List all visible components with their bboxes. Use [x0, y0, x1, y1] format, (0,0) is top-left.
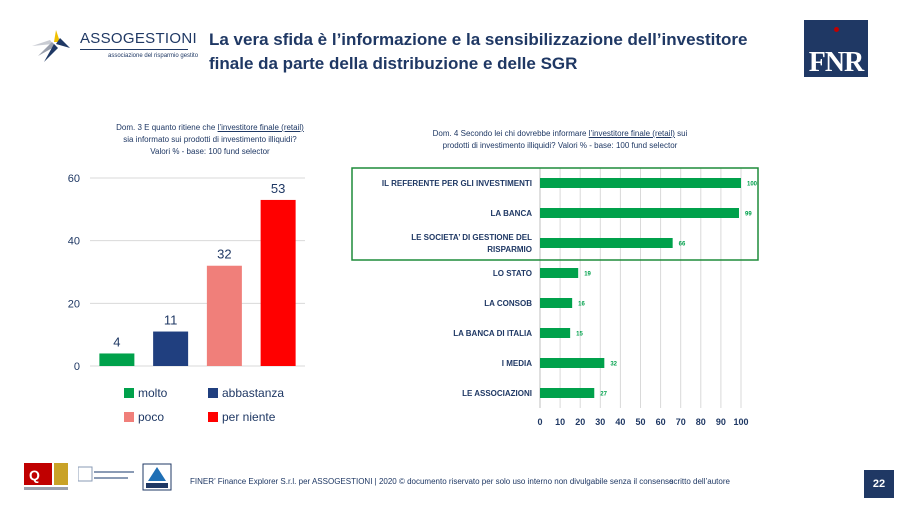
legend-swatch-poco	[124, 412, 134, 422]
assogestioni-logo-icon	[32, 30, 70, 62]
x-tick-label: 70	[676, 417, 686, 427]
certification-logo-icon	[142, 463, 172, 491]
data-label: 27	[600, 392, 607, 398]
x-tick-label: 40	[615, 417, 625, 427]
bar-per-niente	[260, 199, 296, 366]
category-label: LA BANCA	[491, 209, 533, 218]
hbar	[540, 208, 739, 218]
svg-text:Q: Q	[29, 467, 40, 483]
right-question: Dom. 4 Secondo lei chi dovrebbe informar…	[390, 128, 730, 152]
brand-name: ASSOGESTIONI	[80, 30, 197, 47]
data-label: 100	[747, 182, 758, 188]
brand-tagline: associazione del risparmio gestito	[108, 53, 199, 59]
y-tick-label: 20	[68, 298, 80, 310]
fnr-logo-text: FNR	[808, 47, 865, 78]
x-tick-label: 60	[656, 417, 666, 427]
y-tick-label: 60	[68, 173, 80, 185]
brand-divider	[80, 49, 188, 50]
legend-swatch-molto	[124, 388, 134, 398]
hbar	[540, 328, 571, 338]
category-label: RISPARMIO	[487, 245, 532, 254]
footer-text: FINER’ Finance Explorer S.r.l. per ASSOG…	[190, 477, 830, 486]
confindustria-logo-icon	[78, 466, 134, 482]
left-question: Dom. 3 E quanto ritiene che l’investitor…	[70, 122, 350, 158]
hbar	[540, 238, 673, 248]
right-question-line2: prodotti di investimento illiquidi? Valo…	[442, 141, 678, 150]
hbar	[540, 268, 579, 278]
right-question-underlined: l’investitore finale (retail)	[588, 129, 675, 138]
legend-label-abbastanza: abbastanza	[222, 386, 285, 400]
left-bar-chart: 0 20 40 60 4 11 32 53	[68, 173, 305, 373]
footer-copyright-end: scritto dell’autore	[669, 477, 730, 486]
category-label: LE ASSOCIAZIONI	[462, 389, 532, 398]
legend-label-poco: poco	[138, 410, 165, 424]
category-label: LA CONSOB	[484, 299, 532, 308]
page-title: La vera sfida è l’informazione e la sens…	[209, 30, 748, 73]
assirm-logo-icon: Q	[24, 463, 68, 490]
bar-poco	[206, 265, 242, 366]
y-tick-label: 0	[74, 361, 80, 373]
data-label: 99	[745, 212, 752, 218]
left-question-underlined: l’investitore finale (retail)	[217, 123, 304, 132]
right-question-suffix: sui	[674, 129, 688, 138]
data-label: 32	[217, 247, 231, 262]
right-bar-chart: 0 10 20 30 40 50 60 70 80 90 100 100 IL REFERENTE PE…	[351, 167, 759, 427]
left-question-line3: Valori % - base: 100 fund selector	[150, 147, 270, 156]
page-number: 22	[864, 470, 894, 498]
footer-copyright: FINER’ Finance Explorer S.r.l. per ASSOG…	[190, 477, 674, 486]
data-label: 11	[164, 313, 178, 328]
highlight-box	[351, 167, 759, 261]
x-tick-label: 80	[696, 417, 706, 427]
left-question-line2: sia informato sui prodotti di investimen…	[123, 135, 297, 144]
right-question-prefix: Dom. 4 Secondo lei chi dovrebbe informar…	[432, 129, 587, 138]
y-tick-label: 40	[68, 236, 80, 248]
category-label: I MEDIA	[502, 359, 532, 368]
data-label: 4	[113, 334, 120, 349]
bar-molto	[99, 353, 135, 366]
x-tick-label: 50	[635, 417, 645, 427]
legend-swatch-per-niente	[208, 412, 218, 422]
data-label: 15	[576, 332, 583, 338]
hbar	[540, 388, 595, 398]
data-label: 16	[578, 302, 585, 308]
x-tick-label: 100	[733, 417, 748, 427]
hbar	[540, 298, 573, 308]
x-tick-label: 90	[716, 417, 726, 427]
legend-swatch-abbastanza	[208, 388, 218, 398]
legend-label-molto: molto	[138, 386, 168, 400]
hbar	[540, 358, 605, 368]
x-tick-label: 30	[595, 417, 605, 427]
data-label: 19	[584, 272, 591, 278]
category-label: LE SOCIETA’ DI GESTIONE DEL	[411, 233, 532, 242]
fnr-dot-icon	[834, 27, 839, 32]
x-tick-label: 10	[555, 417, 565, 427]
data-label: 53	[271, 181, 285, 196]
x-tick-label: 0	[537, 417, 542, 427]
bar-abbastanza	[153, 331, 189, 366]
fnr-logo: FNR	[804, 20, 868, 78]
data-label: 66	[679, 242, 686, 248]
left-question-prefix: Dom. 3 E quanto ritiene che	[116, 123, 216, 132]
category-label: LA BANCA DI ITALIA	[453, 329, 532, 338]
x-tick-label: 20	[575, 417, 585, 427]
hbar	[540, 178, 741, 188]
legend-label-per-niente: per niente	[222, 410, 276, 424]
category-label: LO STATO	[493, 269, 532, 278]
left-legend: molto abbastanza poco per niente	[124, 386, 344, 426]
data-label: 32	[610, 362, 617, 368]
category-label: IL REFERENTE PER GLI INVESTIMENTI	[382, 179, 532, 188]
